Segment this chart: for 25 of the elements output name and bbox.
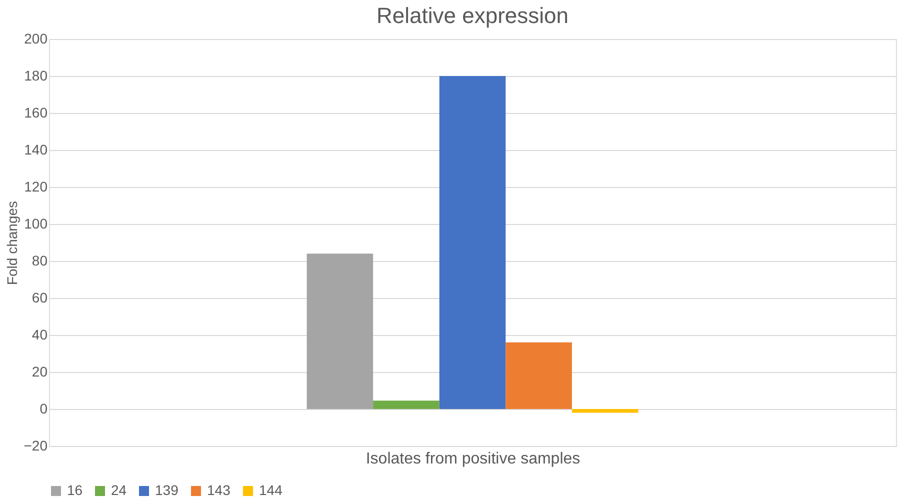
y-tick-label: 140 (24, 142, 48, 158)
y-axis-title: Fold changes (4, 200, 20, 286)
y-tick-label: −20 (24, 438, 48, 454)
legend-label: 24 (111, 482, 127, 498)
legend-label: 16 (67, 482, 83, 498)
bar (306, 254, 374, 409)
y-tick-label: 180 (24, 68, 48, 84)
bar (373, 400, 440, 409)
chart-title: Relative expression (376, 3, 568, 28)
legend-label: 139 (155, 482, 179, 498)
x-axis-title: Isolates from positive samples (366, 450, 580, 468)
y-tick-label: 80 (32, 252, 48, 268)
bar (439, 76, 506, 409)
y-tick-label: 20 (32, 364, 48, 380)
y-tick-label: 0 (40, 400, 48, 416)
y-tick-label: 120 (24, 178, 48, 194)
bar (572, 409, 638, 413)
y-tick-label: 40 (32, 326, 48, 342)
legend-label: 144 (259, 482, 283, 498)
legend-label: 143 (207, 482, 231, 498)
y-tick-label: 100 (24, 216, 48, 232)
y-tick-label: 60 (32, 290, 48, 306)
bar (506, 342, 572, 409)
y-tick-label: 200 (24, 30, 48, 46)
y-tick-label: 160 (24, 104, 48, 120)
